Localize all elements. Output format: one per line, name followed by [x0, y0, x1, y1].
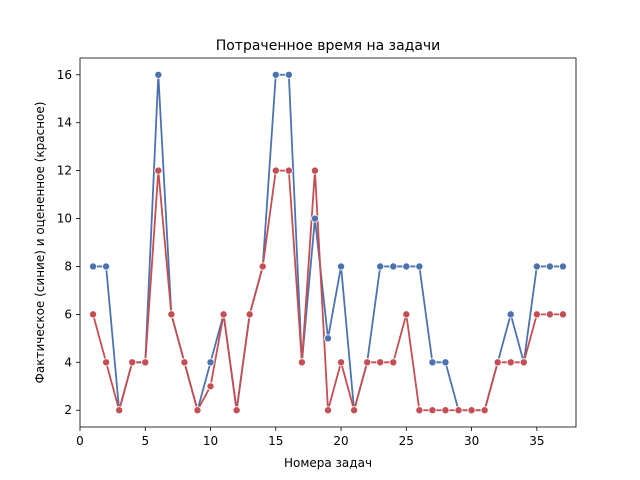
series-2-point — [115, 406, 124, 415]
series-2-point — [232, 406, 241, 415]
series-1-point — [428, 358, 437, 367]
series-2-point — [89, 310, 98, 319]
series-2-point — [558, 310, 567, 319]
series-1-point — [284, 70, 293, 79]
y-tick-label: 4 — [64, 355, 72, 369]
series-1-point — [337, 262, 346, 271]
y-tick-label: 10 — [57, 212, 72, 226]
series-2-point — [219, 310, 228, 319]
plot-frame — [79, 57, 577, 428]
series-2-point — [506, 358, 515, 367]
series-2-point — [402, 310, 411, 319]
series-1-point — [545, 262, 554, 271]
series-2-point — [323, 406, 332, 415]
series-2-point — [337, 358, 346, 367]
series-2-point — [454, 406, 463, 415]
series-2-point — [102, 358, 111, 367]
series-2-point — [258, 262, 267, 271]
series-2-point — [441, 406, 450, 415]
series-1-point — [102, 262, 111, 271]
series-1-point — [558, 262, 567, 271]
x-tick-label: 35 — [529, 434, 544, 448]
x-tick-label: 0 — [76, 434, 84, 448]
series-2-point — [284, 166, 293, 175]
series-2-point — [271, 166, 280, 175]
series-2-point — [532, 310, 541, 319]
y-tick-label: 6 — [64, 307, 72, 321]
series-2-point — [180, 358, 189, 367]
x-tick-label: 25 — [399, 434, 414, 448]
series-1-point — [271, 70, 280, 79]
x-tick-label: 5 — [141, 434, 149, 448]
series-1-point — [376, 262, 385, 271]
series-1-point — [310, 214, 319, 223]
series-2-point — [428, 406, 437, 415]
series-2-point — [363, 358, 372, 367]
chart-title: Потраченное время на задачи — [216, 38, 441, 54]
y-tick-label: 8 — [64, 259, 72, 273]
x-tick-label: 20 — [333, 434, 348, 448]
series-1-point — [389, 262, 398, 271]
y-tick-label: 16 — [57, 68, 72, 82]
y-tick-label: 2 — [64, 403, 72, 417]
y-axis-label: Фактическое (синие) и оцененное (красное… — [33, 102, 47, 384]
series-2-point — [415, 406, 424, 415]
series-2-point — [128, 358, 137, 367]
series-2-point — [467, 406, 476, 415]
axis-ticks: 0 5 10 15 20 25 30 35 2 4 6 8 10 12 14 16 — [57, 68, 545, 448]
series-2-point — [245, 310, 254, 319]
series-1-point — [323, 334, 332, 343]
data-series — [89, 70, 567, 415]
series-2-point — [141, 358, 150, 367]
series-1-point — [441, 358, 450, 367]
series-2-point — [310, 166, 319, 175]
series-2-point — [545, 310, 554, 319]
series-2-point — [167, 310, 176, 319]
series-2-point — [389, 358, 398, 367]
y-tick-label: 12 — [57, 164, 72, 178]
series-1-point — [154, 70, 163, 79]
y-tick-label: 14 — [57, 116, 72, 130]
series-1-point — [206, 358, 215, 367]
series-2-point — [206, 382, 215, 391]
series-2-point — [519, 358, 528, 367]
x-tick-label: 30 — [464, 434, 479, 448]
series-2-point — [480, 406, 489, 415]
series-2-point — [193, 406, 202, 415]
series-2-point — [350, 406, 359, 415]
series-2-point — [376, 358, 385, 367]
x-axis-label: Номера задач — [284, 456, 372, 470]
series-2-point — [297, 358, 306, 367]
series-1-point — [89, 262, 98, 271]
series-2-point — [493, 358, 502, 367]
series-1-point — [506, 310, 515, 319]
x-tick-label: 15 — [268, 434, 283, 448]
x-tick-label: 10 — [203, 434, 218, 448]
series-1-point — [415, 262, 424, 271]
series-1-point — [532, 262, 541, 271]
series-1-point — [402, 262, 411, 271]
series-2-point — [154, 166, 163, 175]
